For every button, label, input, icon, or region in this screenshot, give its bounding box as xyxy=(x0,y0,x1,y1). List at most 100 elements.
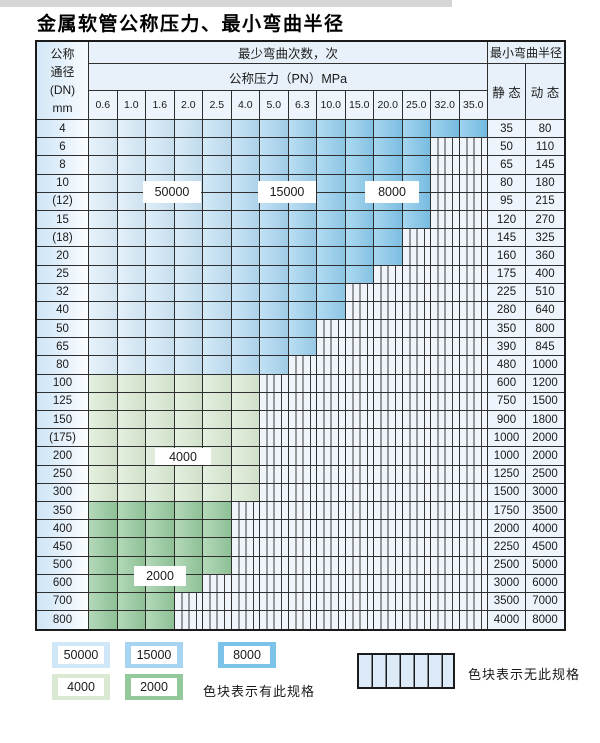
dn-cell: 32 xyxy=(37,283,89,302)
dynamic-radius-value: 110 xyxy=(526,138,564,157)
static-radius-value: 225 xyxy=(488,283,526,302)
spec-cell xyxy=(146,501,175,521)
dn-cell: 600 xyxy=(37,574,89,593)
spec-cell xyxy=(89,356,118,375)
spec-cell xyxy=(89,429,118,448)
no-spec-cell xyxy=(203,592,232,612)
no-spec-cell xyxy=(374,556,403,575)
spec-cell xyxy=(89,465,118,484)
no-spec-cell xyxy=(459,247,488,266)
dn-cell: (175) xyxy=(37,429,89,448)
no-spec-cell xyxy=(402,465,431,484)
pressure-tick: 35.0 xyxy=(459,91,488,120)
dynamic-radius-value: 2000 xyxy=(526,429,564,448)
spec-cell xyxy=(89,592,118,612)
spec-cell xyxy=(203,465,232,484)
header-nominal-pressure: 公称压力（PN）MPa xyxy=(89,64,488,91)
no-spec-cell xyxy=(402,574,431,593)
spec-cell xyxy=(174,138,203,157)
pressure-tick: 1.6 xyxy=(146,91,175,120)
spec-cell xyxy=(231,301,260,321)
spec-cell xyxy=(288,210,317,230)
spec-cell xyxy=(317,301,346,321)
spec-cell xyxy=(231,411,260,430)
static-radius-value: 750 xyxy=(488,392,526,411)
spec-cell xyxy=(146,483,175,502)
dn-cell: 6 xyxy=(37,138,89,157)
table-row: 15 120 270 xyxy=(37,210,564,230)
dn-cell: 4 xyxy=(37,120,89,139)
spec-cell xyxy=(345,247,374,266)
spec-cell xyxy=(231,338,260,357)
spec-cell xyxy=(146,210,175,230)
static-radius-value: 80 xyxy=(488,174,526,193)
spec-cell xyxy=(203,392,232,411)
legend-no-spec-swatch xyxy=(357,653,455,689)
static-radius-value: 900 xyxy=(488,411,526,430)
spec-cell xyxy=(89,611,118,630)
dn-cell: (18) xyxy=(37,229,89,248)
spec-cell xyxy=(174,520,203,539)
no-spec-cell xyxy=(402,520,431,539)
no-spec-cell xyxy=(260,465,289,484)
spec-cell xyxy=(203,156,232,175)
no-spec-cell xyxy=(431,611,460,630)
spec-cell xyxy=(146,538,175,557)
spec-cell xyxy=(288,301,317,321)
spec-cell xyxy=(203,411,232,430)
no-spec-cell xyxy=(402,501,431,521)
table-row: 500 2500 5000 xyxy=(37,556,564,575)
spec-cell xyxy=(231,374,260,393)
no-spec-cell xyxy=(459,501,488,521)
spec-cell xyxy=(260,138,289,157)
no-spec-cell xyxy=(374,429,403,448)
no-spec-cell xyxy=(402,229,431,248)
no-spec-cell xyxy=(203,574,232,593)
spec-cell xyxy=(89,283,118,302)
spec-cell xyxy=(174,465,203,484)
no-spec-cell xyxy=(317,574,346,593)
dn-cell: 450 xyxy=(37,538,89,557)
no-spec-cell xyxy=(288,556,317,575)
no-spec-cell xyxy=(288,447,317,466)
spec-cell xyxy=(288,120,317,139)
dn-cell: 25 xyxy=(37,265,89,284)
spec-cell xyxy=(146,356,175,375)
spec-cell xyxy=(260,283,289,302)
no-spec-cell xyxy=(345,592,374,612)
legend-swatch-2000: 2000 xyxy=(125,674,183,700)
no-spec-cell xyxy=(431,283,460,302)
dynamic-radius-value: 2000 xyxy=(526,447,564,466)
dn-cell: 65 xyxy=(37,338,89,357)
no-spec-cell xyxy=(345,611,374,630)
spec-cell xyxy=(288,338,317,357)
no-spec-cell xyxy=(459,356,488,375)
dynamic-radius-value: 1800 xyxy=(526,411,564,430)
table-row: 700 3500 7000 xyxy=(37,592,564,612)
spec-cell xyxy=(260,210,289,230)
pressure-tick: 2.5 xyxy=(203,91,232,120)
dynamic-radius-value: 800 xyxy=(526,320,564,339)
spec-cell xyxy=(317,229,346,248)
no-spec-cell xyxy=(459,320,488,339)
table-row: 200 1000 2000 xyxy=(37,447,564,466)
no-spec-cell xyxy=(431,320,460,339)
no-spec-cell xyxy=(288,483,317,502)
pressure-tick: 6.3 xyxy=(288,91,317,120)
no-spec-cell xyxy=(374,374,403,393)
spec-cell xyxy=(345,229,374,248)
spec-cell xyxy=(203,338,232,357)
no-spec-cell xyxy=(459,465,488,484)
spec-cell xyxy=(288,229,317,248)
table-row: 100 600 1200 xyxy=(37,374,564,393)
spec-cell xyxy=(288,265,317,284)
header-min-bend-radius: 最小弯曲半径 xyxy=(488,42,564,64)
spec-cell xyxy=(231,429,260,448)
no-spec-cell xyxy=(374,338,403,357)
spec-cell xyxy=(288,138,317,157)
spec-cell xyxy=(117,429,146,448)
table-body: 4 35 80 6 50 110 8 65 145 10 80 180 (12) 95 215 15 120 27… xyxy=(37,120,564,630)
no-spec-cell xyxy=(260,392,289,411)
spec-cell xyxy=(203,320,232,339)
no-spec-cell xyxy=(402,556,431,575)
